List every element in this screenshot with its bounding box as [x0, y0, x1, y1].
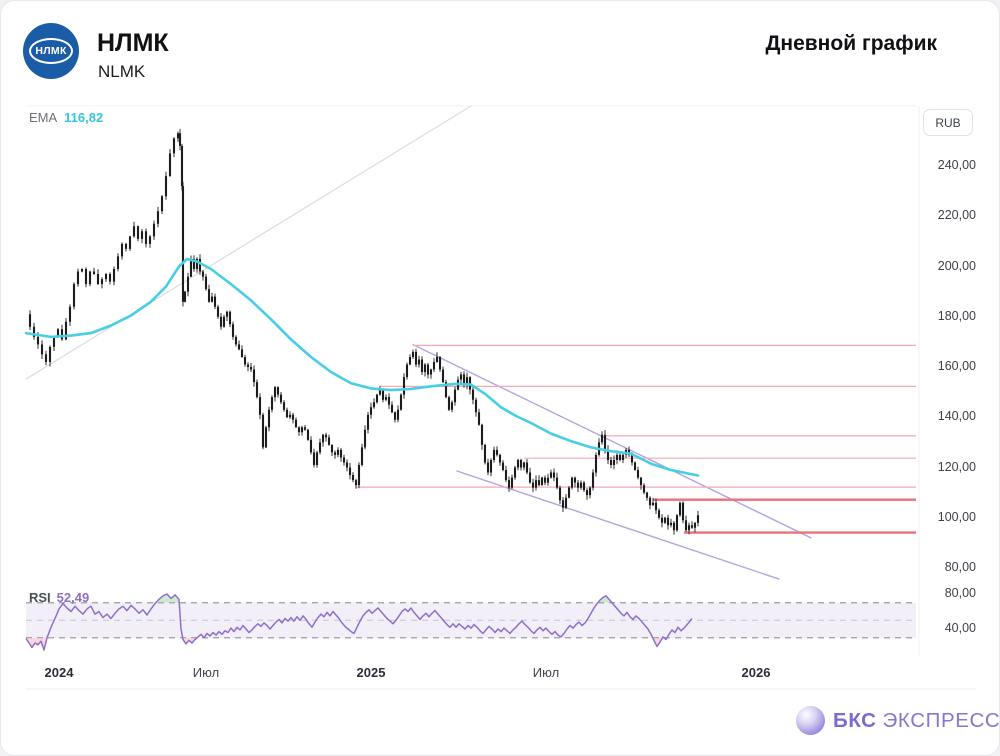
rsi-value: 52,49	[56, 590, 90, 605]
price-axis-label: 180,00	[937, 308, 976, 323]
price-axis-label: 80,00	[944, 560, 976, 574]
time-axis-label: 2024	[44, 665, 74, 680]
page-title: НЛМК	[97, 29, 169, 57]
brand-bold: БКС	[833, 708, 877, 732]
bks-express-logo: БКС ЭКСПРЕСС	[796, 706, 1000, 735]
time-axis-label: Июл	[192, 665, 220, 680]
currency-button[interactable]: RUB	[923, 109, 973, 136]
rsi-legend: RSI 52,49	[29, 590, 89, 605]
rsi-axis-label: 40,00	[944, 621, 976, 635]
ema-label: EMA	[29, 110, 58, 125]
timeframe-title: Дневной график	[765, 32, 937, 55]
nlmk-logo-icon: НЛМК	[23, 23, 79, 79]
ema-value: 116,82	[64, 110, 104, 125]
time-axis-label: Июл	[532, 665, 560, 680]
price-axis-label: 100,00	[937, 509, 976, 524]
time-axis-label: 2025	[356, 665, 386, 680]
price-axis-label: 220,00	[937, 208, 976, 223]
price-axis-label: 160,00	[937, 359, 976, 373]
time-axis-label: 2026	[741, 665, 771, 680]
rsi-axis-label: 80,00	[944, 586, 976, 600]
price-axis-label: 140,00	[937, 409, 976, 424]
nlmk-logo-text: НЛМК	[29, 38, 73, 64]
price-axis-label: 200,00	[937, 258, 976, 273]
price-axis-label: 240,00	[937, 158, 976, 172]
ticker-subtitle: NLMK	[98, 62, 146, 81]
brand-rest: ЭКСПРЕСС	[882, 708, 1000, 732]
rsi-label: RSI	[29, 590, 51, 605]
ema-legend: EMA 116,82	[29, 110, 103, 125]
price-axis-label: 120,00	[937, 459, 976, 474]
bks-sphere-icon	[796, 706, 825, 735]
